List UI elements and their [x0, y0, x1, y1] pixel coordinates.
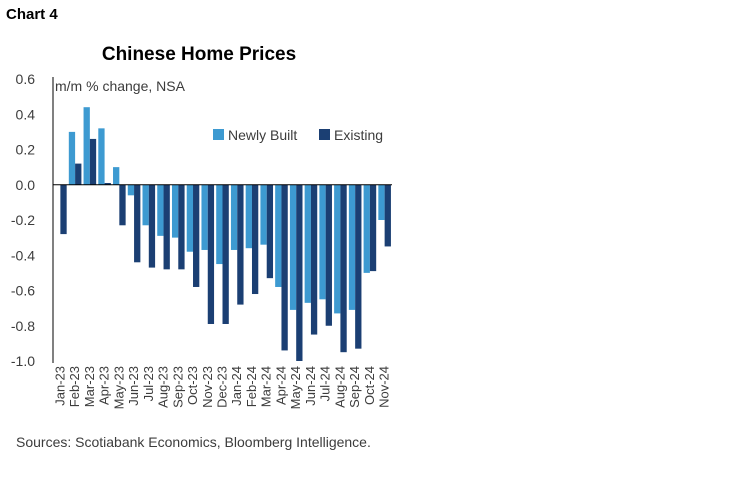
- bar-existing: [384, 184, 391, 247]
- bar-newly-built: [378, 184, 385, 220]
- bar-existing: [75, 163, 82, 185]
- y-tick-label: -0.6: [11, 283, 35, 299]
- bar-existing: [134, 184, 141, 263]
- x-tick-label: Aug-24: [332, 366, 347, 408]
- x-tick-label: Jul-24: [318, 366, 333, 401]
- x-tick-label: Nov-23: [200, 366, 215, 408]
- bar-newly-built: [275, 184, 282, 287]
- y-tick-label: -0.8: [11, 318, 35, 334]
- x-tick-label: Aug-23: [156, 366, 171, 408]
- sources-note: Sources: Scotiabank Economics, Bloomberg…: [16, 434, 371, 450]
- bar-existing: [119, 184, 126, 226]
- bar-newly-built: [289, 184, 297, 310]
- bar-existing: [266, 184, 274, 279]
- axes: [52, 77, 392, 363]
- bar-newly-built: [142, 184, 149, 226]
- bar-existing: [325, 184, 332, 326]
- y-tick-label: 0.4: [16, 106, 36, 122]
- bar-existing: [148, 184, 156, 268]
- x-tick-label: Nov-24: [377, 366, 392, 408]
- bar-newly-built: [348, 184, 356, 310]
- bar-existing: [89, 138, 97, 185]
- y-tick-label: 0.6: [16, 71, 36, 87]
- bar-existing: [222, 184, 229, 324]
- bar-existing: [369, 184, 377, 272]
- x-tick-label: Oct-23: [185, 366, 200, 405]
- y-tick-label: 0.2: [16, 142, 36, 158]
- bar-newly-built: [171, 184, 179, 238]
- bar-existing: [296, 184, 303, 361]
- x-tick-label: Jun-23: [126, 366, 141, 406]
- y-axis-label: m/m % change, NSA: [55, 78, 186, 94]
- x-tick-label: Feb-24: [244, 366, 259, 407]
- bar-existing: [60, 184, 67, 235]
- x-tick-labels: Jan-23 Feb-23 Mar-23 Apr-23 May-23 Jun-23 Jul-…: [52, 366, 391, 409]
- bar-newly-built: [201, 184, 208, 250]
- bar-newly-built: [363, 184, 370, 273]
- chart-title: Chinese Home Prices: [102, 44, 296, 65]
- x-tick-label: Apr-23: [97, 366, 112, 405]
- bars: [60, 107, 391, 361]
- bar-newly-built: [319, 184, 326, 300]
- x-tick-label: Jun-24: [303, 366, 318, 406]
- bar-newly-built: [216, 184, 223, 265]
- y-tick-labels: 0.6 0.4 0.2 0.0 -0.2 -0.4 -0.6 -0.8 -1.0: [11, 71, 35, 369]
- x-tick-label: Sep-23: [170, 366, 185, 408]
- bar-newly-built: [83, 107, 90, 185]
- x-tick-label: May-24: [288, 366, 303, 409]
- x-tick-label: Dec-23: [215, 366, 230, 408]
- bar-newly-built: [127, 184, 135, 196]
- x-tick-label: Apr-24: [273, 366, 288, 405]
- bar-existing: [355, 184, 362, 349]
- x-tick-label: Mar-23: [82, 366, 97, 407]
- bar-newly-built: [113, 167, 120, 185]
- bar-newly-built: [68, 131, 76, 185]
- x-tick-label: Mar-24: [259, 366, 274, 407]
- bar-newly-built: [186, 184, 194, 252]
- x-tick-label: Oct-24: [362, 366, 377, 405]
- x-tick-label: Sep-24: [347, 366, 362, 408]
- y-tick-label: -0.2: [11, 212, 35, 228]
- y-tick-label: 0.0: [16, 177, 36, 193]
- legend-label: Newly Built: [228, 127, 297, 143]
- y-tick-label: -0.4: [11, 247, 35, 263]
- bar-newly-built: [304, 184, 311, 303]
- legend-swatch-existing: [319, 129, 330, 140]
- y-tick-label: -1.0: [11, 353, 35, 369]
- bar-existing: [178, 184, 185, 270]
- bar-existing: [251, 184, 259, 295]
- bar-newly-built: [98, 128, 105, 185]
- x-tick-label: Jul-23: [141, 366, 156, 401]
- x-tick-label: Jan-24: [229, 366, 244, 406]
- bar-existing: [281, 184, 288, 351]
- bar-existing: [104, 182, 111, 185]
- x-tick-label: Feb-23: [67, 366, 82, 407]
- x-tick-label: May-23: [111, 366, 126, 409]
- bar-newly-built: [260, 184, 267, 245]
- bar-newly-built: [334, 184, 341, 314]
- x-tick-label: Jan-23: [52, 366, 67, 406]
- bar-existing: [310, 184, 318, 335]
- legend: Newly Built Existing: [213, 127, 383, 143]
- legend-label: Existing: [334, 127, 383, 143]
- bar-newly-built: [230, 184, 238, 250]
- bar-existing: [237, 184, 244, 305]
- chart-label: Chart 4: [6, 6, 58, 23]
- bar-newly-built: [245, 184, 252, 249]
- legend-swatch-newly-built: [213, 129, 224, 140]
- bar-existing: [207, 184, 215, 324]
- bar-newly-built: [157, 184, 164, 236]
- bar-existing: [193, 184, 200, 287]
- bar-existing: [340, 184, 347, 353]
- bar-existing: [163, 184, 170, 270]
